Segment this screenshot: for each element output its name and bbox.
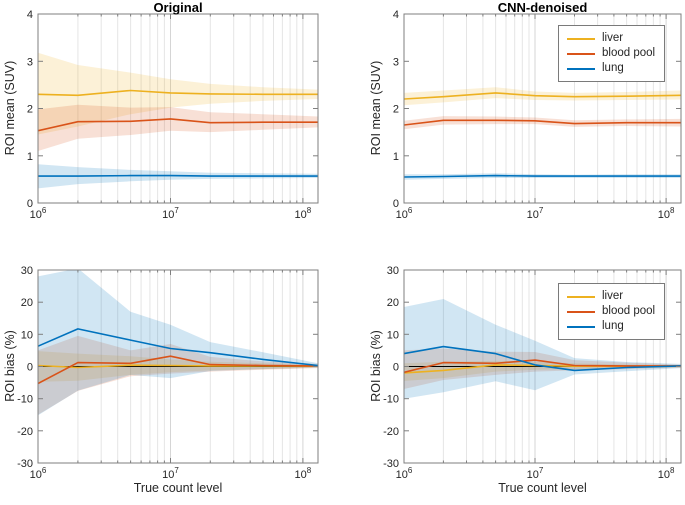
lung-legend-line bbox=[567, 67, 595, 70]
blood_pool-band bbox=[404, 348, 681, 389]
blood_pool-line bbox=[38, 118, 318, 132]
svg-text:106: 106 bbox=[30, 206, 47, 221]
blood_pool-line bbox=[404, 119, 681, 126]
svg-text:106: 106 bbox=[396, 466, 413, 481]
y-axis-label-bias-right: ROI bias (%) bbox=[369, 330, 383, 402]
y-axis-label-bias-left: ROI bias (%) bbox=[3, 330, 17, 402]
svg-text:108: 108 bbox=[295, 206, 312, 221]
liver-line bbox=[404, 92, 681, 100]
y-axis-label-mean-right: ROI mean (SUV) bbox=[369, 60, 383, 156]
lung-line bbox=[404, 345, 681, 372]
svg-text:108: 108 bbox=[658, 466, 675, 481]
legend-item-lung: lung bbox=[567, 61, 655, 76]
lung-band bbox=[404, 299, 681, 399]
lung-legend-line bbox=[567, 325, 595, 328]
svg-text:108: 108 bbox=[295, 466, 312, 481]
svg-text:0: 0 bbox=[27, 362, 33, 374]
svg-text:3: 3 bbox=[393, 56, 399, 68]
svg-text:106: 106 bbox=[396, 206, 413, 221]
svg-text:10: 10 bbox=[21, 329, 33, 341]
svg-text:107: 107 bbox=[527, 206, 544, 221]
cnn-denoised-mean-plot: 0 1 2 3 4 106 107 108 bbox=[393, 9, 682, 221]
legend-label: lung bbox=[602, 320, 624, 332]
plot-title-cnn-denoised: CNN-denoised bbox=[497, 0, 588, 15]
svg-text:2: 2 bbox=[27, 104, 33, 116]
lung-line bbox=[404, 174, 681, 178]
svg-text:20: 20 bbox=[387, 297, 399, 309]
svg-text:3: 3 bbox=[27, 56, 33, 68]
svg-text:-20: -20 bbox=[17, 426, 33, 438]
blood-pool-legend-line bbox=[567, 52, 595, 55]
original-mean-plot: 0 1 2 3 4 106 107 108 bbox=[27, 9, 319, 221]
svg-text:108: 108 bbox=[658, 206, 675, 221]
legend-label: blood pool bbox=[602, 305, 656, 317]
svg-text:0: 0 bbox=[27, 198, 33, 210]
liver-legend-line bbox=[567, 295, 595, 298]
legend-bias: liver blood pool lung bbox=[558, 283, 666, 340]
blood_pool-band bbox=[38, 335, 318, 415]
svg-text:107: 107 bbox=[162, 206, 179, 221]
svg-text:106: 106 bbox=[30, 466, 47, 481]
svg-text:4: 4 bbox=[393, 9, 399, 21]
svg-text:1: 1 bbox=[27, 151, 33, 163]
svg-text:0: 0 bbox=[393, 362, 399, 374]
legend-mean: liver blood pool lung bbox=[558, 25, 666, 82]
svg-text:0: 0 bbox=[393, 198, 399, 210]
legend-item-blood-pool: blood pool bbox=[567, 304, 655, 319]
liver-legend-line bbox=[567, 37, 595, 40]
legend-label: liver bbox=[602, 32, 624, 44]
gridlines bbox=[37, 14, 304, 203]
svg-text:-10: -10 bbox=[383, 394, 399, 406]
blood_pool-band bbox=[38, 104, 318, 151]
svg-text:-30: -30 bbox=[383, 458, 399, 470]
plot-title-original: Original bbox=[153, 0, 203, 15]
svg-text:107: 107 bbox=[527, 466, 544, 481]
lung-band bbox=[38, 270, 318, 416]
svg-text:30: 30 bbox=[21, 265, 33, 277]
legend-label: blood pool bbox=[602, 47, 656, 59]
y-axis-label-mean-left: ROI mean (SUV) bbox=[3, 60, 17, 156]
svg-text:-10: -10 bbox=[17, 394, 33, 406]
lung-line bbox=[38, 328, 318, 367]
svg-text:30: 30 bbox=[387, 265, 399, 277]
svg-text:1: 1 bbox=[393, 151, 399, 163]
legend-item-lung: lung bbox=[567, 319, 655, 334]
legend-item-blood-pool: blood pool bbox=[567, 46, 655, 61]
svg-text:-30: -30 bbox=[17, 458, 33, 470]
svg-text:4: 4 bbox=[27, 9, 33, 21]
legend-item-liver: liver bbox=[567, 289, 655, 304]
svg-text:107: 107 bbox=[162, 466, 179, 481]
blood-pool-legend-line bbox=[567, 310, 595, 313]
svg-text:10: 10 bbox=[387, 329, 399, 341]
svg-text:2: 2 bbox=[393, 104, 399, 116]
svg-text:20: 20 bbox=[21, 297, 33, 309]
blood_pool-band bbox=[404, 116, 681, 130]
original-bias-plot: -30 -20 -10 0 10 20 30 106 107 108 bbox=[17, 265, 319, 481]
legend-item-liver: liver bbox=[567, 31, 655, 46]
x-axis-label-left: True count level bbox=[133, 481, 223, 495]
legend-label: lung bbox=[602, 62, 624, 74]
legend-label: liver bbox=[602, 290, 624, 302]
lung-line bbox=[38, 174, 318, 177]
blood_pool-line bbox=[38, 355, 318, 385]
blood_pool-line bbox=[404, 359, 681, 374]
svg-text:-20: -20 bbox=[383, 426, 399, 438]
x-axis-label-right: True count level bbox=[498, 481, 587, 495]
liver-line bbox=[38, 89, 318, 97]
